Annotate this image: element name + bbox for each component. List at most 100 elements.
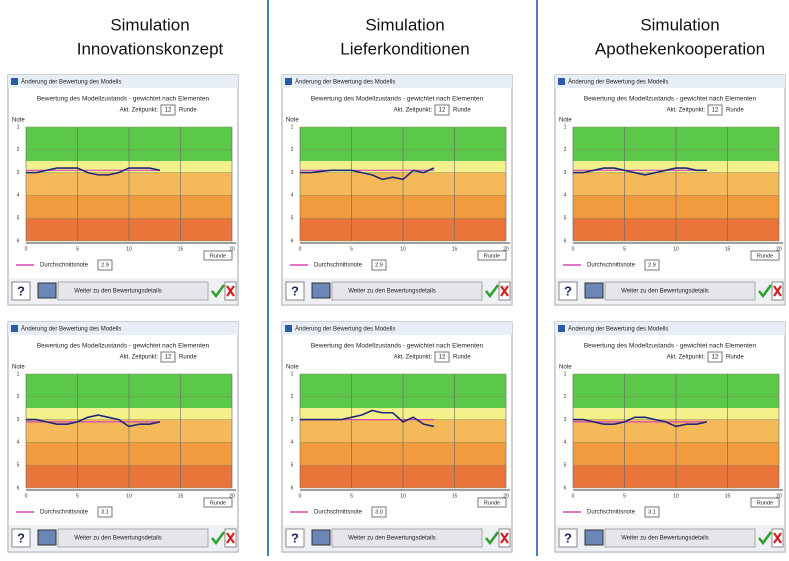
y-tick-label: 2	[291, 394, 294, 400]
x-tick-label: 0	[572, 493, 575, 499]
y-axis-label: Note	[559, 365, 572, 371]
time-label: Akt. Zeitpunkt:	[394, 355, 433, 361]
time-label: Akt. Zeitpunkt:	[667, 355, 706, 361]
x-axis-label: Runde	[757, 253, 773, 259]
y-tick-label: 2	[564, 394, 567, 400]
y-tick-label: 2	[17, 394, 20, 400]
x-axis-label: Runde	[210, 500, 226, 506]
y-tick-label: 6	[17, 238, 20, 244]
details-label: Weiter zu den Bewertungsdetails	[74, 536, 162, 542]
heading: Bewertung des Modellzustands - gewichtet…	[37, 96, 210, 103]
details-label: Weiter zu den Bewertungsdetails	[348, 289, 436, 295]
column-title: Innovationskonzept	[77, 39, 224, 58]
y-tick-label: 2	[564, 147, 567, 153]
legend-label: Durchschnittsnote	[314, 263, 363, 269]
details-icon	[312, 283, 330, 298]
y-tick-label: 3	[17, 417, 20, 423]
window: Änderung der Bewertung des ModellsBewert…	[282, 75, 512, 305]
x-tick-label: 15	[725, 246, 731, 252]
average-label: 3.1	[101, 509, 109, 515]
x-tick-label: 0	[572, 246, 575, 252]
x-tick-label: 15	[178, 493, 184, 499]
y-tick-label: 5	[291, 216, 294, 222]
time-value: 12	[712, 355, 719, 361]
window: Änderung der Bewertung des ModellsBewert…	[8, 322, 238, 552]
time-label: Akt. Zeitpunkt:	[394, 108, 433, 114]
y-axis-label: Note	[286, 365, 299, 371]
details-icon	[38, 283, 56, 298]
time-value: 12	[165, 108, 172, 114]
x-tick-label: 15	[178, 246, 184, 252]
time-label: Akt. Zeitpunkt:	[120, 108, 159, 114]
y-tick-label: 5	[564, 463, 567, 469]
average-label: 2.9	[648, 262, 656, 268]
y-tick-label: 6	[291, 485, 294, 491]
x-tick-label: 10	[673, 246, 679, 252]
x-tick-label: 10	[126, 246, 132, 252]
x-tick-label: 0	[299, 493, 302, 499]
y-axis-label: Note	[559, 118, 572, 124]
x-tick-label: 5	[623, 246, 626, 252]
time-label: Akt. Zeitpunkt:	[667, 108, 706, 114]
column-title: Simulation	[365, 15, 444, 34]
time-unit: Runde	[453, 108, 471, 114]
details-icon	[38, 530, 56, 545]
details-icon	[585, 283, 603, 298]
help-text: ?	[17, 283, 25, 298]
y-tick-label: 3	[17, 170, 20, 176]
window-icon	[285, 78, 292, 85]
help-text: ?	[17, 530, 25, 545]
column-title: Apothekenkooperation	[595, 39, 765, 58]
x-tick-label: 15	[452, 246, 458, 252]
window: Änderung der Bewertung des ModellsBewert…	[555, 75, 785, 305]
window-title: Änderung der Bewertung des Modells	[21, 79, 121, 86]
y-tick-label: 5	[564, 216, 567, 222]
y-axis-label: Note	[12, 365, 25, 371]
help-text: ?	[291, 283, 299, 298]
y-tick-label: 1	[291, 371, 294, 377]
window-icon	[558, 325, 565, 332]
y-tick-label: 4	[17, 440, 20, 446]
time-value: 12	[165, 355, 172, 361]
details-icon	[312, 530, 330, 545]
time-value: 12	[439, 355, 446, 361]
y-axis-label: Note	[12, 118, 25, 124]
y-tick-label: 6	[564, 485, 567, 491]
heading: Bewertung des Modellzustands - gewichtet…	[584, 343, 757, 350]
legend-label: Durchschnittsnote	[587, 510, 636, 516]
y-tick-label: 1	[17, 124, 20, 130]
x-tick-label: 5	[76, 246, 79, 252]
details-label: Weiter zu den Bewertungsdetails	[621, 536, 709, 542]
y-tick-label: 1	[564, 124, 567, 130]
details-label: Weiter zu den Bewertungsdetails	[74, 289, 162, 295]
window: Änderung der Bewertung des Modells Bewert…	[8, 75, 238, 305]
details-label: Weiter zu den Bewertungsdetails	[621, 289, 709, 295]
time-unit: Runde	[179, 355, 197, 361]
window-icon	[11, 78, 18, 85]
y-tick-label: 5	[17, 463, 20, 469]
x-tick-label: 10	[400, 246, 406, 252]
y-tick-label: 6	[564, 238, 567, 244]
y-tick-label: 6	[17, 485, 20, 491]
y-tick-label: 4	[564, 193, 567, 199]
y-tick-label: 3	[564, 170, 567, 176]
x-axis-label: Runde	[210, 253, 226, 259]
x-tick-label: 5	[350, 246, 353, 252]
y-tick-label: 3	[564, 417, 567, 423]
legend-label: Durchschnittsnote	[587, 263, 636, 269]
x-tick-label: 5	[623, 493, 626, 499]
window: Änderung der Bewertung des ModellsBewert…	[282, 322, 512, 552]
y-tick-label: 2	[17, 147, 20, 153]
time-value: 12	[439, 108, 446, 114]
y-tick-label: 4	[564, 440, 567, 446]
y-tick-label: 2	[291, 147, 294, 153]
legend-label: Durchschnittsnote	[314, 510, 363, 516]
y-tick-label: 1	[291, 124, 294, 130]
x-tick-label: 5	[350, 493, 353, 499]
y-tick-label: 4	[291, 193, 294, 199]
x-tick-label: 10	[126, 493, 132, 499]
y-axis-label: Note	[286, 118, 299, 124]
x-tick-label: 15	[725, 493, 731, 499]
y-tick-label: 6	[291, 238, 294, 244]
average-label: 3.1	[648, 509, 656, 515]
